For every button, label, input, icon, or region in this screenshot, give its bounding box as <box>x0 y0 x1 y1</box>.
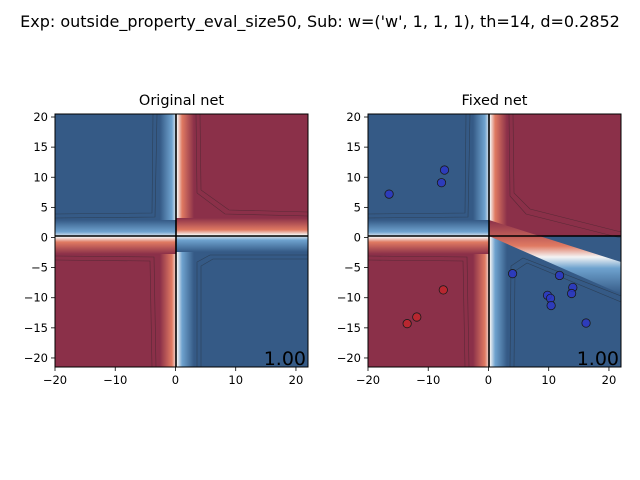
x-tick-label: 10 <box>228 373 243 387</box>
data-point-blue <box>567 288 577 299</box>
score-label: 1.00 <box>577 348 619 370</box>
boundary-band-vertical-top <box>473 114 507 236</box>
y-tick-label: 15 <box>346 140 361 154</box>
y-tick-label: 20 <box>33 110 48 124</box>
contour-lines <box>55 114 308 367</box>
boundary-band-diagonal-right <box>489 220 621 294</box>
data-point-blue <box>581 318 591 328</box>
scatter-points <box>384 165 591 329</box>
y-tick-label: −20 <box>24 351 48 365</box>
y-tick-label: 10 <box>33 170 48 184</box>
quadrant-bottom-right <box>176 236 308 367</box>
quadrant-top-right <box>489 114 621 236</box>
data-point-blue <box>546 300 556 311</box>
y-tick-label: 5 <box>354 200 361 214</box>
figure-suptitle: Exp: outside_property_eval_size50, Sub: … <box>20 12 620 32</box>
y-tick-label: −5 <box>31 261 48 275</box>
axis-ticks: −20 −10 0 10 20 20 15 10 5 0 −5 −10 −15 −20 <box>337 110 617 387</box>
data-point-red <box>402 319 412 329</box>
data-point-red <box>438 285 448 295</box>
subplot-title: Fixed net <box>462 93 528 109</box>
boundary-band-vertical-bottom <box>473 236 507 367</box>
axis-ticks: −20 −10 0 10 20 20 15 10 5 0 −5 −10 −15 −20 <box>24 110 304 387</box>
data-point-blue <box>439 165 450 175</box>
subplot-fixed-net: Fixed net −20 −10 0 1 <box>337 93 622 387</box>
subplot-original-net: Original net −20 −10 0 10 202 <box>24 93 309 387</box>
y-tick-label: 20 <box>346 110 361 124</box>
y-tick-label: −5 <box>344 261 361 275</box>
y-tick-label: −15 <box>24 321 48 335</box>
plot-frame <box>367 113 622 368</box>
x-tick-label: 20 <box>289 373 304 387</box>
y-tick-label: −15 <box>337 321 361 335</box>
y-tick-label: 0 <box>41 230 48 244</box>
contour-background <box>368 114 621 367</box>
y-tick-label: −20 <box>337 351 361 365</box>
data-point-blue <box>384 189 394 199</box>
boundary-band-horizontal-left <box>368 220 489 254</box>
boundary-band-horizontal-right <box>176 218 308 252</box>
data-point-red <box>412 312 422 322</box>
boundary-band-vertical-bottom <box>160 236 194 367</box>
y-tick-label: 5 <box>41 200 48 214</box>
quadrant-top-right <box>176 114 308 236</box>
data-point-blue <box>436 178 447 188</box>
contour-lines <box>368 114 621 367</box>
quadrant-bottom-left <box>368 236 489 367</box>
quadrant-top-left <box>368 114 489 236</box>
x-tick-label: 10 <box>541 373 556 387</box>
y-tick-label: −10 <box>337 291 361 305</box>
boundary-band-vertical-top <box>160 114 194 236</box>
y-tick-label: 15 <box>33 140 48 154</box>
y-tick-label: −10 <box>24 291 48 305</box>
x-tick-label: 0 <box>485 373 492 387</box>
x-tick-label: −20 <box>356 373 380 387</box>
quadrant-top-left <box>55 114 176 236</box>
x-tick-label: −10 <box>103 373 127 387</box>
quadrant-bottom-left <box>55 236 176 367</box>
data-point-blue <box>554 270 565 281</box>
data-point-blue <box>507 269 518 279</box>
boundary-band-horizontal-left <box>55 220 176 254</box>
y-tick-label: 0 <box>354 230 361 244</box>
x-tick-label: −20 <box>43 373 67 387</box>
x-tick-label: 20 <box>602 373 617 387</box>
subplot-title: Original net <box>139 93 224 109</box>
score-label: 1.00 <box>264 348 306 370</box>
x-tick-label: −10 <box>416 373 440 387</box>
plot-frame <box>54 113 309 368</box>
contour-background <box>55 114 308 367</box>
y-tick-label: 10 <box>346 170 361 184</box>
x-tick-label: 0 <box>172 373 179 387</box>
